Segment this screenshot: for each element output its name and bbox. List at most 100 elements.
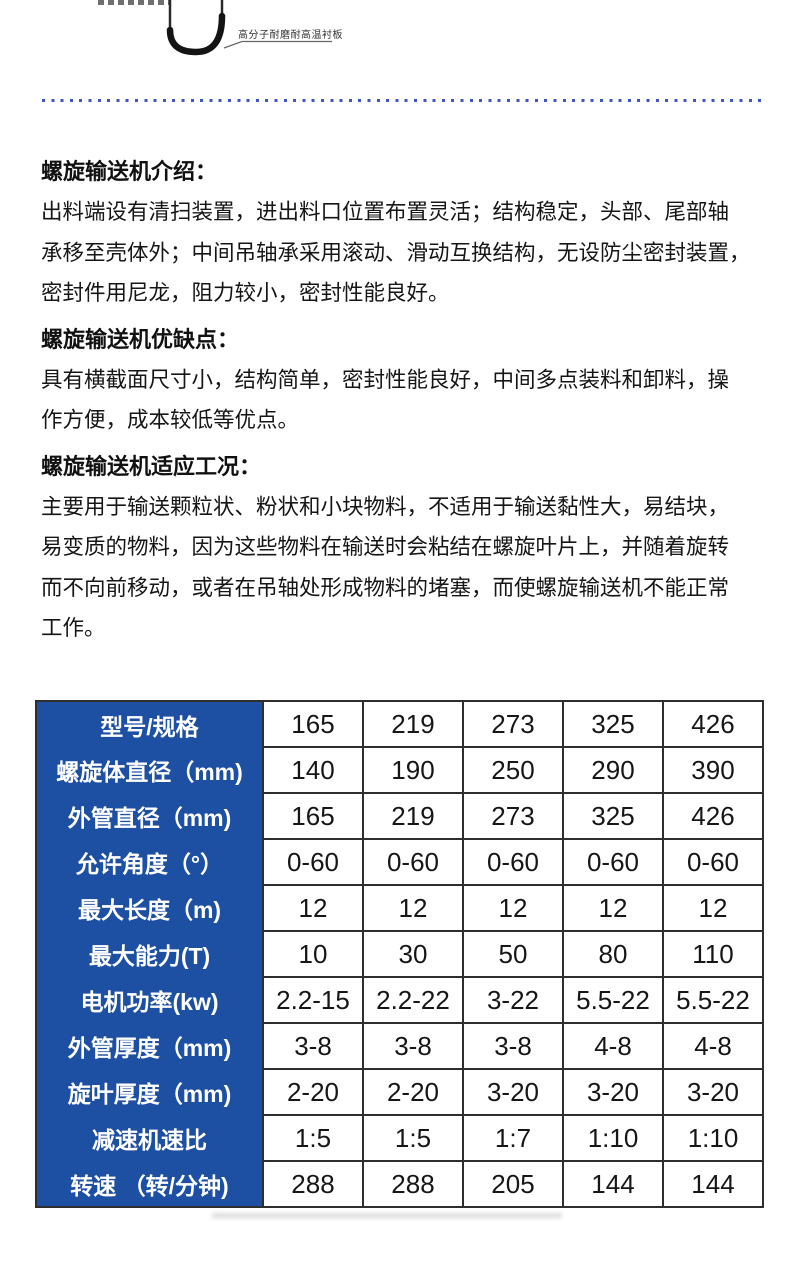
paragraph-line: 密封件用尼龙，阻力较小，密封性能良好。 <box>41 281 450 305</box>
value-cell: 144 <box>562 1160 664 1208</box>
value-cell: 3-20 <box>462 1068 564 1116</box>
value-cell: 1:10 <box>662 1114 764 1162</box>
value-cell: 3-8 <box>462 1022 564 1070</box>
liner-plate-stroke <box>166 12 226 56</box>
row-label-cell: 旋叶厚度（mm) <box>36 1069 263 1115</box>
value-cell: 0-60 <box>262 838 364 886</box>
value-cell: 273 <box>462 700 564 748</box>
value-cell: 3-8 <box>362 1022 464 1070</box>
value-cell: 1:5 <box>262 1114 364 1162</box>
table-row: 减速机速比 1:5 1:5 1:7 1:10 1:10 <box>36 1114 764 1162</box>
value-cell: 219 <box>362 792 464 840</box>
section-heading: 螺旋输送机适应工况： <box>41 453 262 479</box>
liner-label: 高分子耐磨耐高温衬板 <box>238 30 343 41</box>
value-cell: 250 <box>462 746 564 794</box>
value-cell: 426 <box>662 700 764 748</box>
value-cell: 12 <box>562 884 664 932</box>
value-cell: 10 <box>262 930 364 978</box>
paragraph-line: 具有横截面尺寸小，结构简单，密封性能良好，中间多点装料和卸料，操 <box>41 367 730 392</box>
value-cell: 5.5-22 <box>662 976 764 1024</box>
table-row: 外管直径（mm) 165 219 273 325 426 <box>36 792 764 840</box>
paragraph-line: 作方便，成本较低等优点。 <box>41 408 300 432</box>
value-cell: 0-60 <box>562 838 664 886</box>
value-cell: 140 <box>262 746 364 794</box>
value-cell: 3-8 <box>262 1022 364 1070</box>
value-cell: 288 <box>362 1160 464 1208</box>
section-pros-cons: 螺旋输送机优缺点： 具有横截面尺寸小，结构简单，密封性能良好，中间多点装料和卸料… <box>41 324 765 441</box>
table-row: 最大能力(T) 10 30 50 80 110 <box>36 930 764 978</box>
value-cell: 12 <box>662 884 764 932</box>
trough-cross-section-drawing <box>166 0 332 56</box>
value-cell: 288 <box>262 1160 364 1208</box>
pointer-line <box>223 40 332 49</box>
value-cell: 144 <box>662 1160 764 1208</box>
section-heading: 螺旋输送机优缺点： <box>41 326 240 352</box>
table-row: 外管厚度（mm) 3-8 3-8 3-8 4-8 4-8 <box>36 1022 764 1070</box>
table-row: 螺旋体直径（mm) 140 190 250 290 390 <box>36 746 764 794</box>
value-cell: 3-20 <box>662 1068 764 1116</box>
row-label-cell: 最大长度（m) <box>36 885 263 931</box>
value-cell: 426 <box>662 792 764 840</box>
section-intro: 螺旋输送机介绍： 出料端设有清扫装置，进出料口位置布置灵活；结构稳定，头部、尾部… <box>41 156 765 314</box>
value-cell: 0-60 <box>462 838 564 886</box>
value-cell: 4-8 <box>562 1022 664 1070</box>
value-cell: 5.5-22 <box>562 976 664 1024</box>
paragraph-line: 而不向前移动，或者在吊轴处形成物料的堵塞，而使螺旋输送机不能正常 <box>41 575 730 600</box>
row-label-cell: 允许角度（°） <box>36 839 263 885</box>
value-cell: 3-20 <box>562 1068 664 1116</box>
value-cell: 325 <box>562 792 664 840</box>
spec-table: 型号/规格 165 219 273 325 426 螺旋体直径（mm) 140 … <box>35 700 764 1208</box>
value-cell: 325 <box>562 700 664 748</box>
row-label-cell: 螺旋体直径（mm) <box>36 747 263 793</box>
table-row: 最大长度（m) 12 12 12 12 12 <box>36 884 764 932</box>
paragraph-line: 承移至壳体外；中间吊轴承采用滚动、滑动互换结构，无设防尘密封装置， <box>41 240 751 265</box>
value-cell: 0-60 <box>662 838 764 886</box>
value-cell: 390 <box>662 746 764 794</box>
value-cell: 1:10 <box>562 1114 664 1162</box>
value-cell: 4-8 <box>662 1022 764 1070</box>
row-label-cell: 电机功率(kw) <box>36 977 263 1023</box>
value-cell: 30 <box>362 930 464 978</box>
value-cell: 190 <box>362 746 464 794</box>
value-cell: 12 <box>262 884 364 932</box>
value-cell: 1:7 <box>462 1114 564 1162</box>
value-cell: 205 <box>462 1160 564 1208</box>
table-row: 电机功率(kw) 2.2-15 2.2-22 3-22 5.5-22 5.5-2… <box>36 976 764 1024</box>
value-cell: 12 <box>362 884 464 932</box>
value-cell: 219 <box>362 700 464 748</box>
value-cell: 165 <box>262 792 364 840</box>
value-cell: 165 <box>262 700 364 748</box>
section-working-conditions: 螺旋输送机适应工况： 主要用于输送颗粒状、粉状和小块物料，不适用于输送黏性大，易… <box>41 451 765 649</box>
value-cell: 2.2-15 <box>262 976 364 1024</box>
value-cell: 0-60 <box>362 838 464 886</box>
faint-artifact <box>212 1213 562 1218</box>
paragraph-line: 主要用于输送颗粒状、粉状和小块物料，不适用于输送黏性大，易结块， <box>41 494 730 519</box>
value-cell: 2-20 <box>362 1068 464 1116</box>
table-row: 旋叶厚度（mm) 2-20 2-20 3-20 3-20 3-20 <box>36 1068 764 1116</box>
row-label-cell: 外管直径（mm) <box>36 793 263 839</box>
row-label-cell: 最大能力(T) <box>36 931 263 977</box>
paragraph-line: 出料端设有清扫装置，进出料口位置布置灵活；结构稳定，头部、尾部轴 <box>41 200 730 224</box>
value-cell: 50 <box>462 930 564 978</box>
paragraph-line: 易变质的物料，因为这些物料在输送时会粘结在螺旋叶片上，并随着旋转 <box>41 535 730 559</box>
description-content: 螺旋输送机介绍： 出料端设有清扫装置，进出料口位置布置灵活；结构稳定，头部、尾部… <box>41 146 765 649</box>
trough-diagram: 高分子耐磨耐高温衬板 <box>0 0 800 72</box>
row-label-cell: 外管厚度（mm) <box>36 1023 263 1069</box>
value-cell: 290 <box>562 746 664 794</box>
value-cell: 2.2-22 <box>362 976 464 1024</box>
value-cell: 1:5 <box>362 1114 464 1162</box>
value-cell: 12 <box>462 884 564 932</box>
value-cell: 2-20 <box>262 1068 364 1116</box>
row-label-cell: 转速 （转/分钟) <box>36 1161 263 1207</box>
table-row: 转速 （转/分钟) 288 288 205 144 144 <box>36 1160 764 1208</box>
section-heading: 螺旋输送机介绍： <box>41 159 218 184</box>
row-label-cell: 减速机速比 <box>36 1115 263 1161</box>
table-row: 允许角度（°） 0-60 0-60 0-60 0-60 0-60 <box>36 838 764 886</box>
value-cell: 3-22 <box>462 976 564 1024</box>
value-cell: 80 <box>562 930 664 978</box>
cropped-label-fragment <box>98 0 170 5</box>
value-cell: 110 <box>662 930 764 978</box>
table-row: 型号/规格 165 219 273 325 426 <box>36 700 764 748</box>
dotted-divider <box>42 99 762 102</box>
